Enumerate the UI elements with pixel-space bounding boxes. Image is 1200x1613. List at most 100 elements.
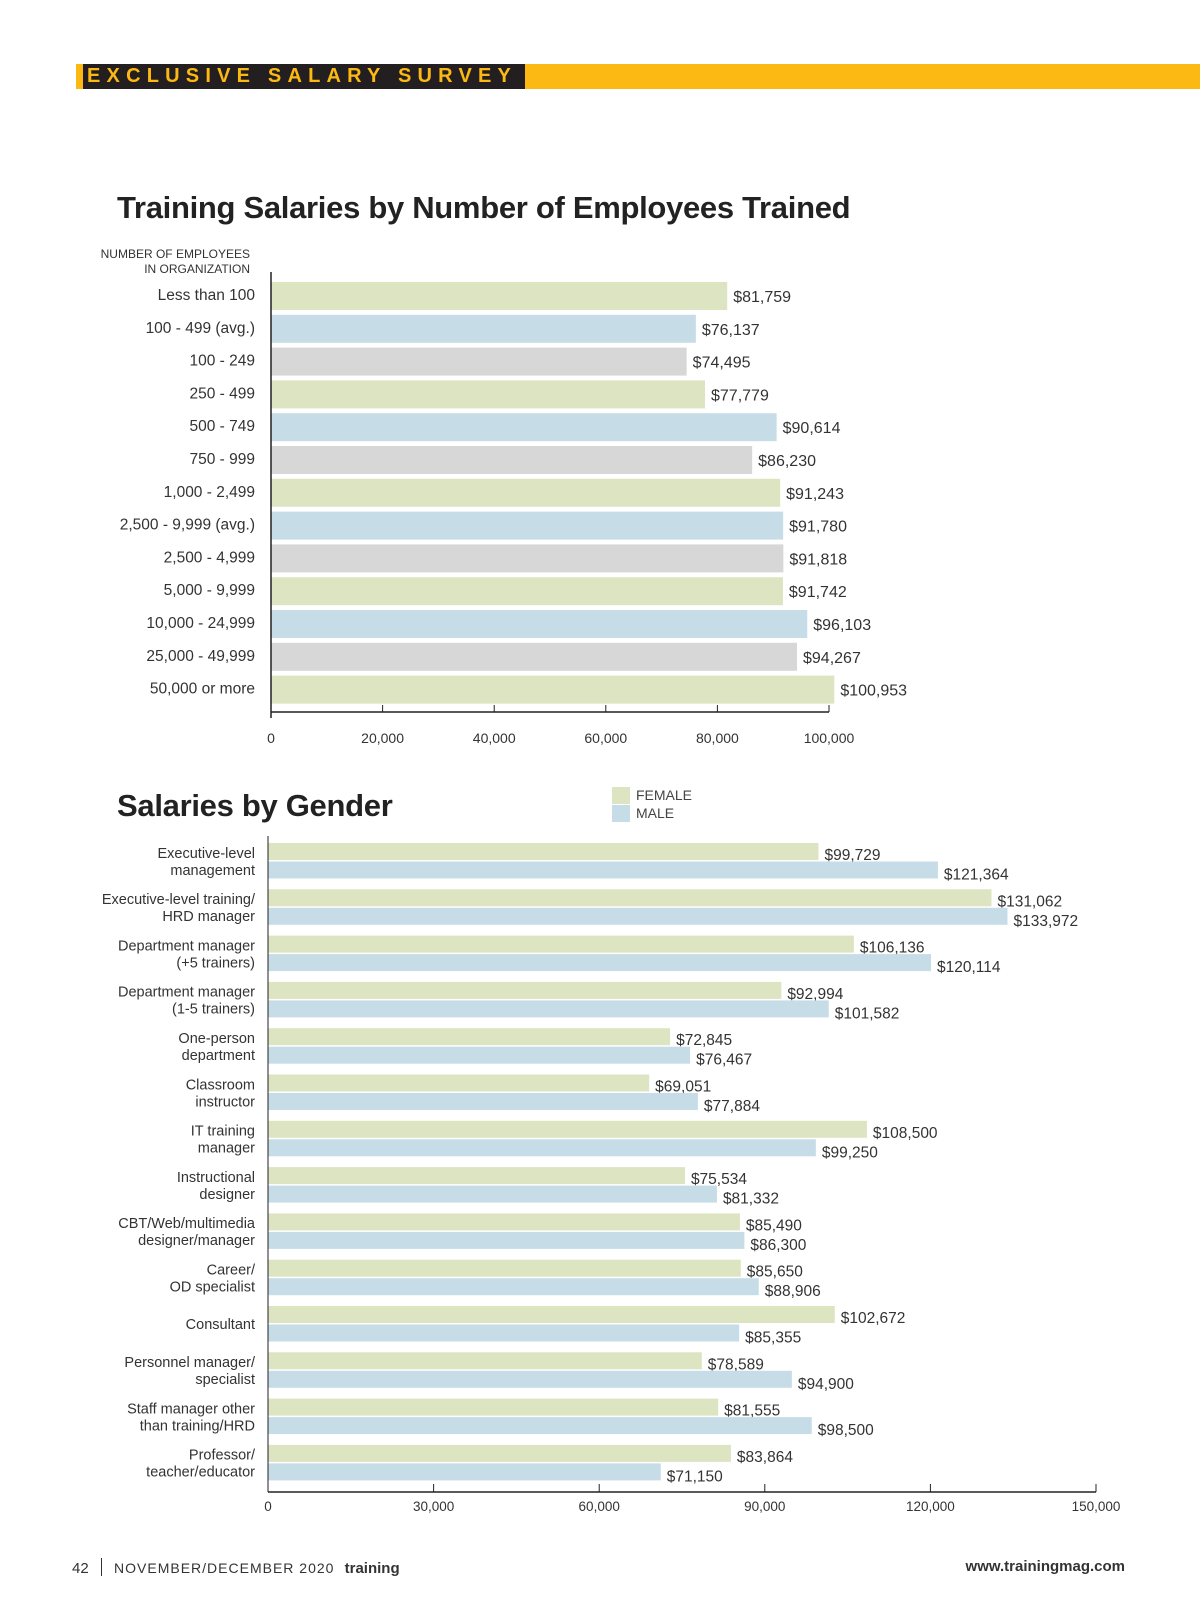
chart1-value-label: $77,779 [711,387,769,404]
chart2-value-label: $102,672 [841,1310,906,1327]
chart2-value-label: $72,845 [676,1032,732,1049]
chart2-value-label: $81,555 [724,1403,780,1420]
chart2-x-tick-label: 150,000 [1072,1499,1121,1514]
chart2-bar-female [268,1167,685,1185]
chart1-value-label: $86,230 [758,453,816,470]
chart2-value-label: $99,250 [822,1144,878,1161]
legend-label-male: MALE [636,805,675,821]
chart2-bar-female [268,1259,741,1277]
chart2-bar-female [268,1213,740,1231]
chart2-category-label: OD specialist [170,1279,255,1295]
chart2-category-label: Classroom [186,1077,255,1093]
chart1-bar [271,577,783,606]
chart1-category-label: 100 - 249 [190,353,256,370]
chart2-bar-male [268,1139,816,1157]
chart2-x-tick-label: 90,000 [744,1499,785,1514]
chart1-value-label: $91,780 [789,519,847,536]
chart2-bar-male [268,954,932,972]
chart2-category-label: Department manager [118,938,255,954]
chart1-x-tick-label: 80,000 [696,730,739,746]
chart2-category-label: (1-5 trainers) [172,1002,255,1018]
chart2-bar-female [268,935,854,953]
chart1-value-label: $74,495 [693,355,751,372]
chart1-value-label: $90,614 [783,420,841,437]
chart2-value-label: $81,332 [723,1191,779,1208]
chart2-bar-female [268,1352,702,1370]
chart2-value-label: $121,364 [944,867,1009,884]
chart1-value-label: $76,137 [702,322,760,339]
legend-item-male: MALE [612,804,692,822]
chart1-bar [271,642,798,671]
chart1-category-label: 750 - 999 [190,451,256,468]
chart2-legend: FEMALE MALE [612,786,692,822]
chart2-value-label: $106,136 [860,940,925,957]
chart2-category-label: Executive-level [157,846,255,862]
chart1-value-label: $100,953 [840,683,907,700]
chart2-category-label: Staff manager other [127,1401,255,1417]
chart2-category-label: Professor/ [189,1448,256,1464]
chart2-value-label: $99,729 [825,847,881,864]
chart2-value-label: $94,900 [798,1376,854,1393]
chart1-bar [271,544,784,573]
chart2-bar-female [268,889,992,907]
chart1-x-tick-label: 100,000 [804,730,855,746]
chart1-value-label: $91,742 [789,584,847,601]
chart1-category-label: 25,000 - 49,999 [146,648,255,665]
chart2-value-label: $120,114 [937,959,1001,976]
chart2-value-label: $71,150 [667,1468,723,1485]
chart2-category-label: One-person [178,1031,255,1047]
chart2-category-label: teacher/educator [146,1465,255,1481]
footer-divider [100,1558,102,1576]
chart2-category-label: manager [198,1141,255,1157]
chart1-category-label: Less than 100 [158,287,256,304]
chart2-category-label: HRD manager [162,909,255,925]
chart2-category-label: specialist [195,1372,255,1388]
chart1-x-tick-label: 0 [267,730,275,746]
chart1-bar [271,511,784,540]
chart2-title: Salaries by Gender [117,788,393,823]
chart2-category-label: Instructional [177,1170,255,1186]
chart2-bar-male [268,1046,691,1064]
chart2-value-label: $77,884 [704,1098,760,1115]
legend-swatch-female [612,786,630,804]
chart1-category-label: 250 - 499 [190,385,256,402]
chart2-bar-female [268,1444,731,1462]
chart2-bar-male [268,1185,717,1203]
chart2-category-label: management [170,863,255,879]
section-banner-label: EXCLUSIVE SALARY SURVEY [83,64,525,89]
chart2-bar-male [268,1231,745,1249]
chart1-bar [271,478,781,507]
legend-item-female: FEMALE [612,786,692,804]
chart1-value-label: $94,267 [803,650,861,667]
chart1-bar [271,347,687,376]
chart2-x-tick-label: 30,000 [413,1499,454,1514]
chart1-category-label: 1,000 - 2,499 [164,484,255,501]
website-link[interactable]: www.trainingmag.com [965,1558,1125,1575]
chart2-x-tick-label: 0 [264,1499,272,1514]
chart2-value-label: $133,972 [1014,913,1079,930]
chart1-bar [271,413,777,442]
chart2-value-label: $98,500 [818,1422,874,1439]
chart2-value-label: $131,062 [997,893,1062,910]
chart2-bar-female [268,1028,671,1046]
chart1-bar [271,610,808,638]
issue-date: NOVEMBER/DECEMBER 2020 [114,1560,335,1576]
chart1-bar [271,314,696,343]
chart2-value-label: $85,490 [746,1217,802,1234]
chart2-value-label: $88,906 [765,1283,821,1300]
chart2-category-label: Consultant [186,1317,255,1333]
chart2-bar-female [268,1398,719,1416]
chart2-bar-female [268,1074,650,1092]
chart2-category-label: IT training [191,1124,255,1140]
chart1-bar [271,446,753,474]
chart2-category-label: Executive-level training/ [102,892,256,908]
chart2-value-label: $101,582 [835,1005,900,1022]
chart2-category-label: Career/ [207,1262,256,1278]
magazine-name: training [344,1560,400,1577]
chart2-category-label: department [182,1048,255,1064]
chart2-value-label: $76,467 [696,1052,752,1069]
chart1-bar [271,380,706,409]
chart2-value-label: $92,994 [787,986,843,1003]
chart2-category-label: than training/HRD [140,1418,255,1434]
chart1-y-axis-caption: NUMBER OF EMPLOYEES IN ORGANIZATION [100,247,250,276]
